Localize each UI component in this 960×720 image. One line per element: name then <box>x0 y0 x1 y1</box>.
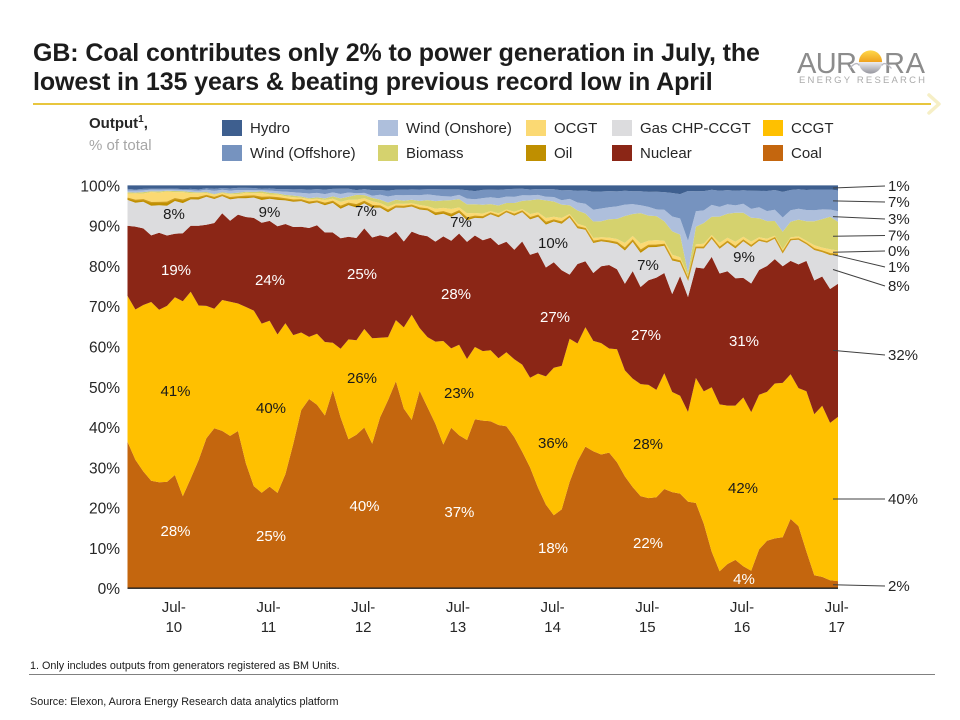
svg-text:27%: 27% <box>631 327 661 344</box>
svg-text:ENERGY RESEARCH: ENERGY RESEARCH <box>799 75 928 86</box>
svg-text:70%: 70% <box>89 299 120 316</box>
svg-text:13: 13 <box>450 619 467 636</box>
svg-text:14: 14 <box>544 619 561 636</box>
svg-text:19%: 19% <box>161 262 191 279</box>
svg-text:80%: 80% <box>89 259 120 276</box>
svg-text:AUR: AUR <box>797 49 857 80</box>
svg-text:RA: RA <box>884 49 926 80</box>
svg-text:Jul-: Jul- <box>541 599 565 616</box>
svg-text:20%: 20% <box>89 501 120 518</box>
svg-text:7%: 7% <box>888 228 910 245</box>
svg-text:40%: 40% <box>256 400 286 417</box>
svg-text:31%: 31% <box>729 333 759 350</box>
svg-text:Jul-: Jul- <box>635 599 659 616</box>
svg-text:37%: 37% <box>444 504 474 521</box>
svg-text:40%: 40% <box>89 420 120 437</box>
svg-text:3%: 3% <box>888 211 910 228</box>
svg-text:42%: 42% <box>728 480 758 497</box>
svg-text:23%: 23% <box>444 385 474 402</box>
svg-text:41%: 41% <box>160 383 190 400</box>
svg-text:11: 11 <box>261 619 277 636</box>
svg-text:0%: 0% <box>888 243 910 260</box>
svg-text:24%: 24% <box>255 272 285 289</box>
svg-text:40%: 40% <box>349 498 379 515</box>
svg-text:Jul-: Jul- <box>730 599 754 616</box>
svg-text:Jul-: Jul- <box>256 599 280 616</box>
svg-text:7%: 7% <box>637 257 659 274</box>
svg-text:100%: 100% <box>80 178 120 195</box>
svg-text:28%: 28% <box>160 523 190 540</box>
svg-text:32%: 32% <box>888 347 918 364</box>
svg-text:90%: 90% <box>89 219 120 236</box>
svg-text:Jul-: Jul- <box>825 599 849 616</box>
svg-text:25%: 25% <box>256 528 286 545</box>
svg-text:Jul-: Jul- <box>446 599 470 616</box>
svg-text:8%: 8% <box>163 206 185 223</box>
svg-text:4%: 4% <box>733 571 755 588</box>
svg-text:36%: 36% <box>538 435 568 452</box>
svg-text:15: 15 <box>639 619 656 636</box>
svg-text:50%: 50% <box>89 380 120 397</box>
svg-text:27%: 27% <box>540 309 570 326</box>
svg-text:9%: 9% <box>259 204 281 221</box>
svg-text:Jul-: Jul- <box>162 599 186 616</box>
svg-text:26%: 26% <box>347 370 377 387</box>
svg-text:40%: 40% <box>888 491 918 508</box>
svg-text:10%: 10% <box>538 235 568 252</box>
svg-text:12: 12 <box>355 619 372 636</box>
svg-text:17: 17 <box>828 619 845 636</box>
svg-text:28%: 28% <box>633 436 663 453</box>
svg-text:Jul-: Jul- <box>351 599 375 616</box>
svg-text:10: 10 <box>165 619 182 636</box>
svg-text:30%: 30% <box>89 460 120 477</box>
svg-text:7%: 7% <box>888 194 910 211</box>
svg-text:16: 16 <box>734 619 751 636</box>
svg-text:18%: 18% <box>538 540 568 557</box>
svg-text:7%: 7% <box>355 203 377 220</box>
svg-text:0%: 0% <box>98 581 121 598</box>
svg-text:2%: 2% <box>888 578 910 595</box>
svg-text:22%: 22% <box>633 535 663 552</box>
svg-text:10%: 10% <box>89 541 120 558</box>
svg-text:28%: 28% <box>441 286 471 303</box>
svg-text:8%: 8% <box>888 278 910 295</box>
svg-text:1%: 1% <box>888 178 910 195</box>
svg-text:7%: 7% <box>450 214 472 231</box>
svg-text:9%: 9% <box>733 249 755 266</box>
svg-text:60%: 60% <box>89 340 120 357</box>
svg-text:1%: 1% <box>888 259 910 276</box>
svg-text:25%: 25% <box>347 266 377 283</box>
